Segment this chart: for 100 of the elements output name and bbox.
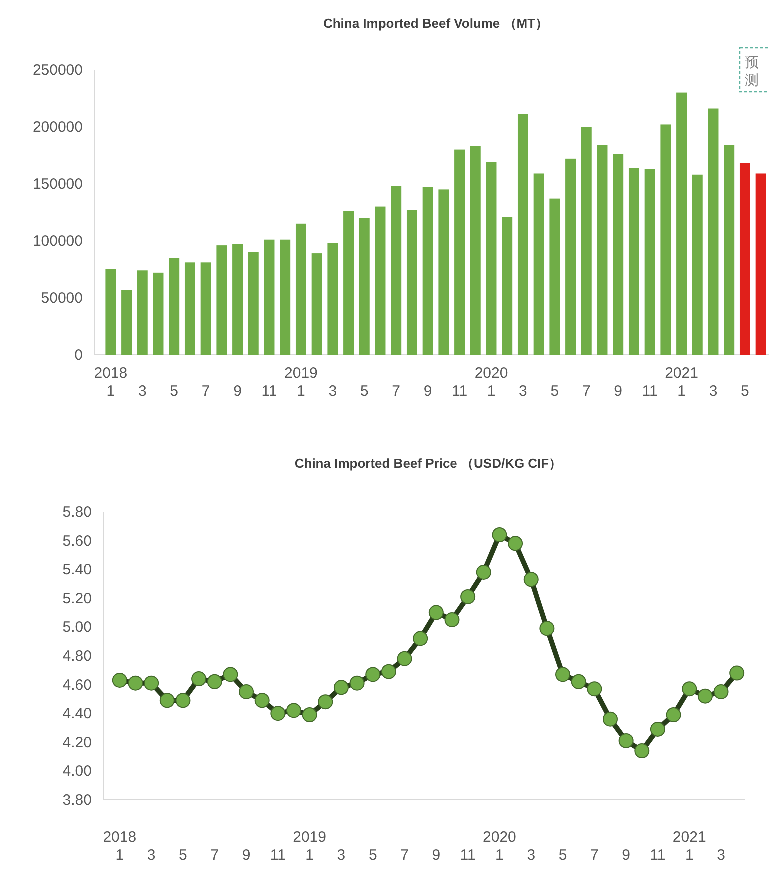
x-tick-label: 7 — [590, 847, 599, 864]
x-tick-label: 5 — [368, 847, 378, 864]
chart-title: China Imported Beef Price （USD/KG CIF） — [294, 456, 562, 471]
x-tick-label: 3 — [519, 383, 528, 400]
bar — [137, 270, 148, 355]
point — [634, 744, 650, 759]
bar — [438, 190, 450, 355]
x-tick-label: 2019 1 — [293, 829, 326, 864]
x-tick-label: 9 — [424, 383, 432, 400]
x-tick-label: 7 — [392, 383, 401, 400]
x-tick-label: 9 — [242, 847, 251, 864]
point — [587, 682, 602, 697]
y-tick-label: 50000 — [41, 290, 83, 307]
x-tick-label: 5 — [741, 383, 750, 400]
x-tick-label: 5 — [360, 383, 369, 400]
point — [556, 667, 571, 682]
point — [128, 676, 144, 691]
bar — [328, 243, 338, 355]
bar — [422, 187, 434, 355]
point — [571, 674, 586, 690]
bar — [566, 158, 576, 355]
point — [207, 674, 222, 690]
point — [524, 572, 539, 588]
x-tick-label: 3 — [717, 847, 726, 864]
x-tick-label: 7 — [582, 383, 591, 400]
x-tick-label: 3 — [337, 847, 346, 864]
point — [714, 684, 729, 700]
bar — [692, 174, 703, 355]
point — [318, 694, 334, 710]
x-tick-label: 3 — [527, 847, 536, 864]
bar — [312, 254, 322, 355]
bar — [169, 258, 180, 355]
bar — [660, 124, 672, 355]
x-tick-label: 9 — [432, 847, 441, 864]
y-tick-label: 5.20 — [62, 590, 92, 608]
x-tick-label: 2021 1 — [665, 365, 698, 400]
bar — [359, 218, 370, 355]
x-tick-label: 5 — [179, 847, 188, 864]
point — [476, 564, 492, 580]
bar — [296, 224, 306, 355]
x-tick-label: 9 — [234, 383, 242, 400]
y-tick-label: 4.20 — [62, 734, 92, 752]
y-tick-label: 4.40 — [62, 706, 92, 723]
point — [270, 706, 286, 722]
point — [602, 712, 618, 727]
x-tick-label: 11 — [452, 383, 468, 400]
point — [460, 589, 476, 604]
y-tick-label: 5.00 — [62, 619, 92, 636]
x-tick-label: 11 — [642, 383, 658, 400]
bar — [200, 262, 212, 355]
y-tick-label: 250000 — [32, 62, 83, 79]
bar — [454, 150, 466, 355]
bar — [375, 206, 386, 355]
bar — [676, 92, 688, 355]
x-tick-label: 3 — [328, 383, 338, 400]
point — [428, 605, 444, 620]
bar — [597, 145, 608, 355]
bar — [486, 162, 497, 355]
point — [730, 666, 745, 681]
bar — [708, 108, 719, 355]
point — [254, 693, 270, 708]
y-tick-label: 3.80 — [62, 792, 92, 809]
y-tick-label: 5.40 — [62, 562, 92, 579]
x-tick-label: 7 — [202, 383, 210, 400]
bar — [756, 174, 766, 355]
point — [492, 528, 508, 543]
y-tick-label: 5.80 — [62, 504, 92, 521]
bar — [184, 262, 196, 355]
point — [176, 693, 191, 708]
point — [334, 680, 349, 696]
bar — [724, 145, 735, 355]
x-tick-label: 2019 1 — [284, 365, 318, 400]
point — [160, 693, 175, 708]
bar — [406, 210, 418, 355]
point — [223, 667, 238, 682]
x-tick-label: 2020 1 — [483, 829, 516, 864]
point — [666, 708, 682, 723]
y-tick-label: 150000 — [32, 176, 83, 193]
point — [618, 733, 634, 748]
point — [508, 536, 524, 552]
y-tick-label: 100000 — [32, 233, 83, 250]
point — [366, 667, 381, 682]
bar — [122, 290, 132, 355]
point — [144, 676, 160, 691]
point — [381, 664, 396, 680]
point — [698, 688, 713, 704]
bar — [613, 154, 624, 355]
x-tick-label: 11 — [270, 847, 286, 864]
x-tick-label: 9 — [614, 383, 623, 400]
bar — [216, 246, 228, 355]
bar — [470, 146, 481, 355]
bar — [106, 270, 116, 355]
y-tick-label: 4.80 — [62, 648, 92, 665]
y-tick-label: 200000 — [32, 119, 83, 136]
bar — [153, 272, 164, 355]
point — [540, 621, 555, 636]
bar — [344, 211, 354, 355]
chart-title: China Imported Beef Volume （MT） — [323, 16, 549, 31]
x-tick-label: 3 — [138, 383, 147, 400]
x-tick-label: 7 — [400, 847, 409, 864]
